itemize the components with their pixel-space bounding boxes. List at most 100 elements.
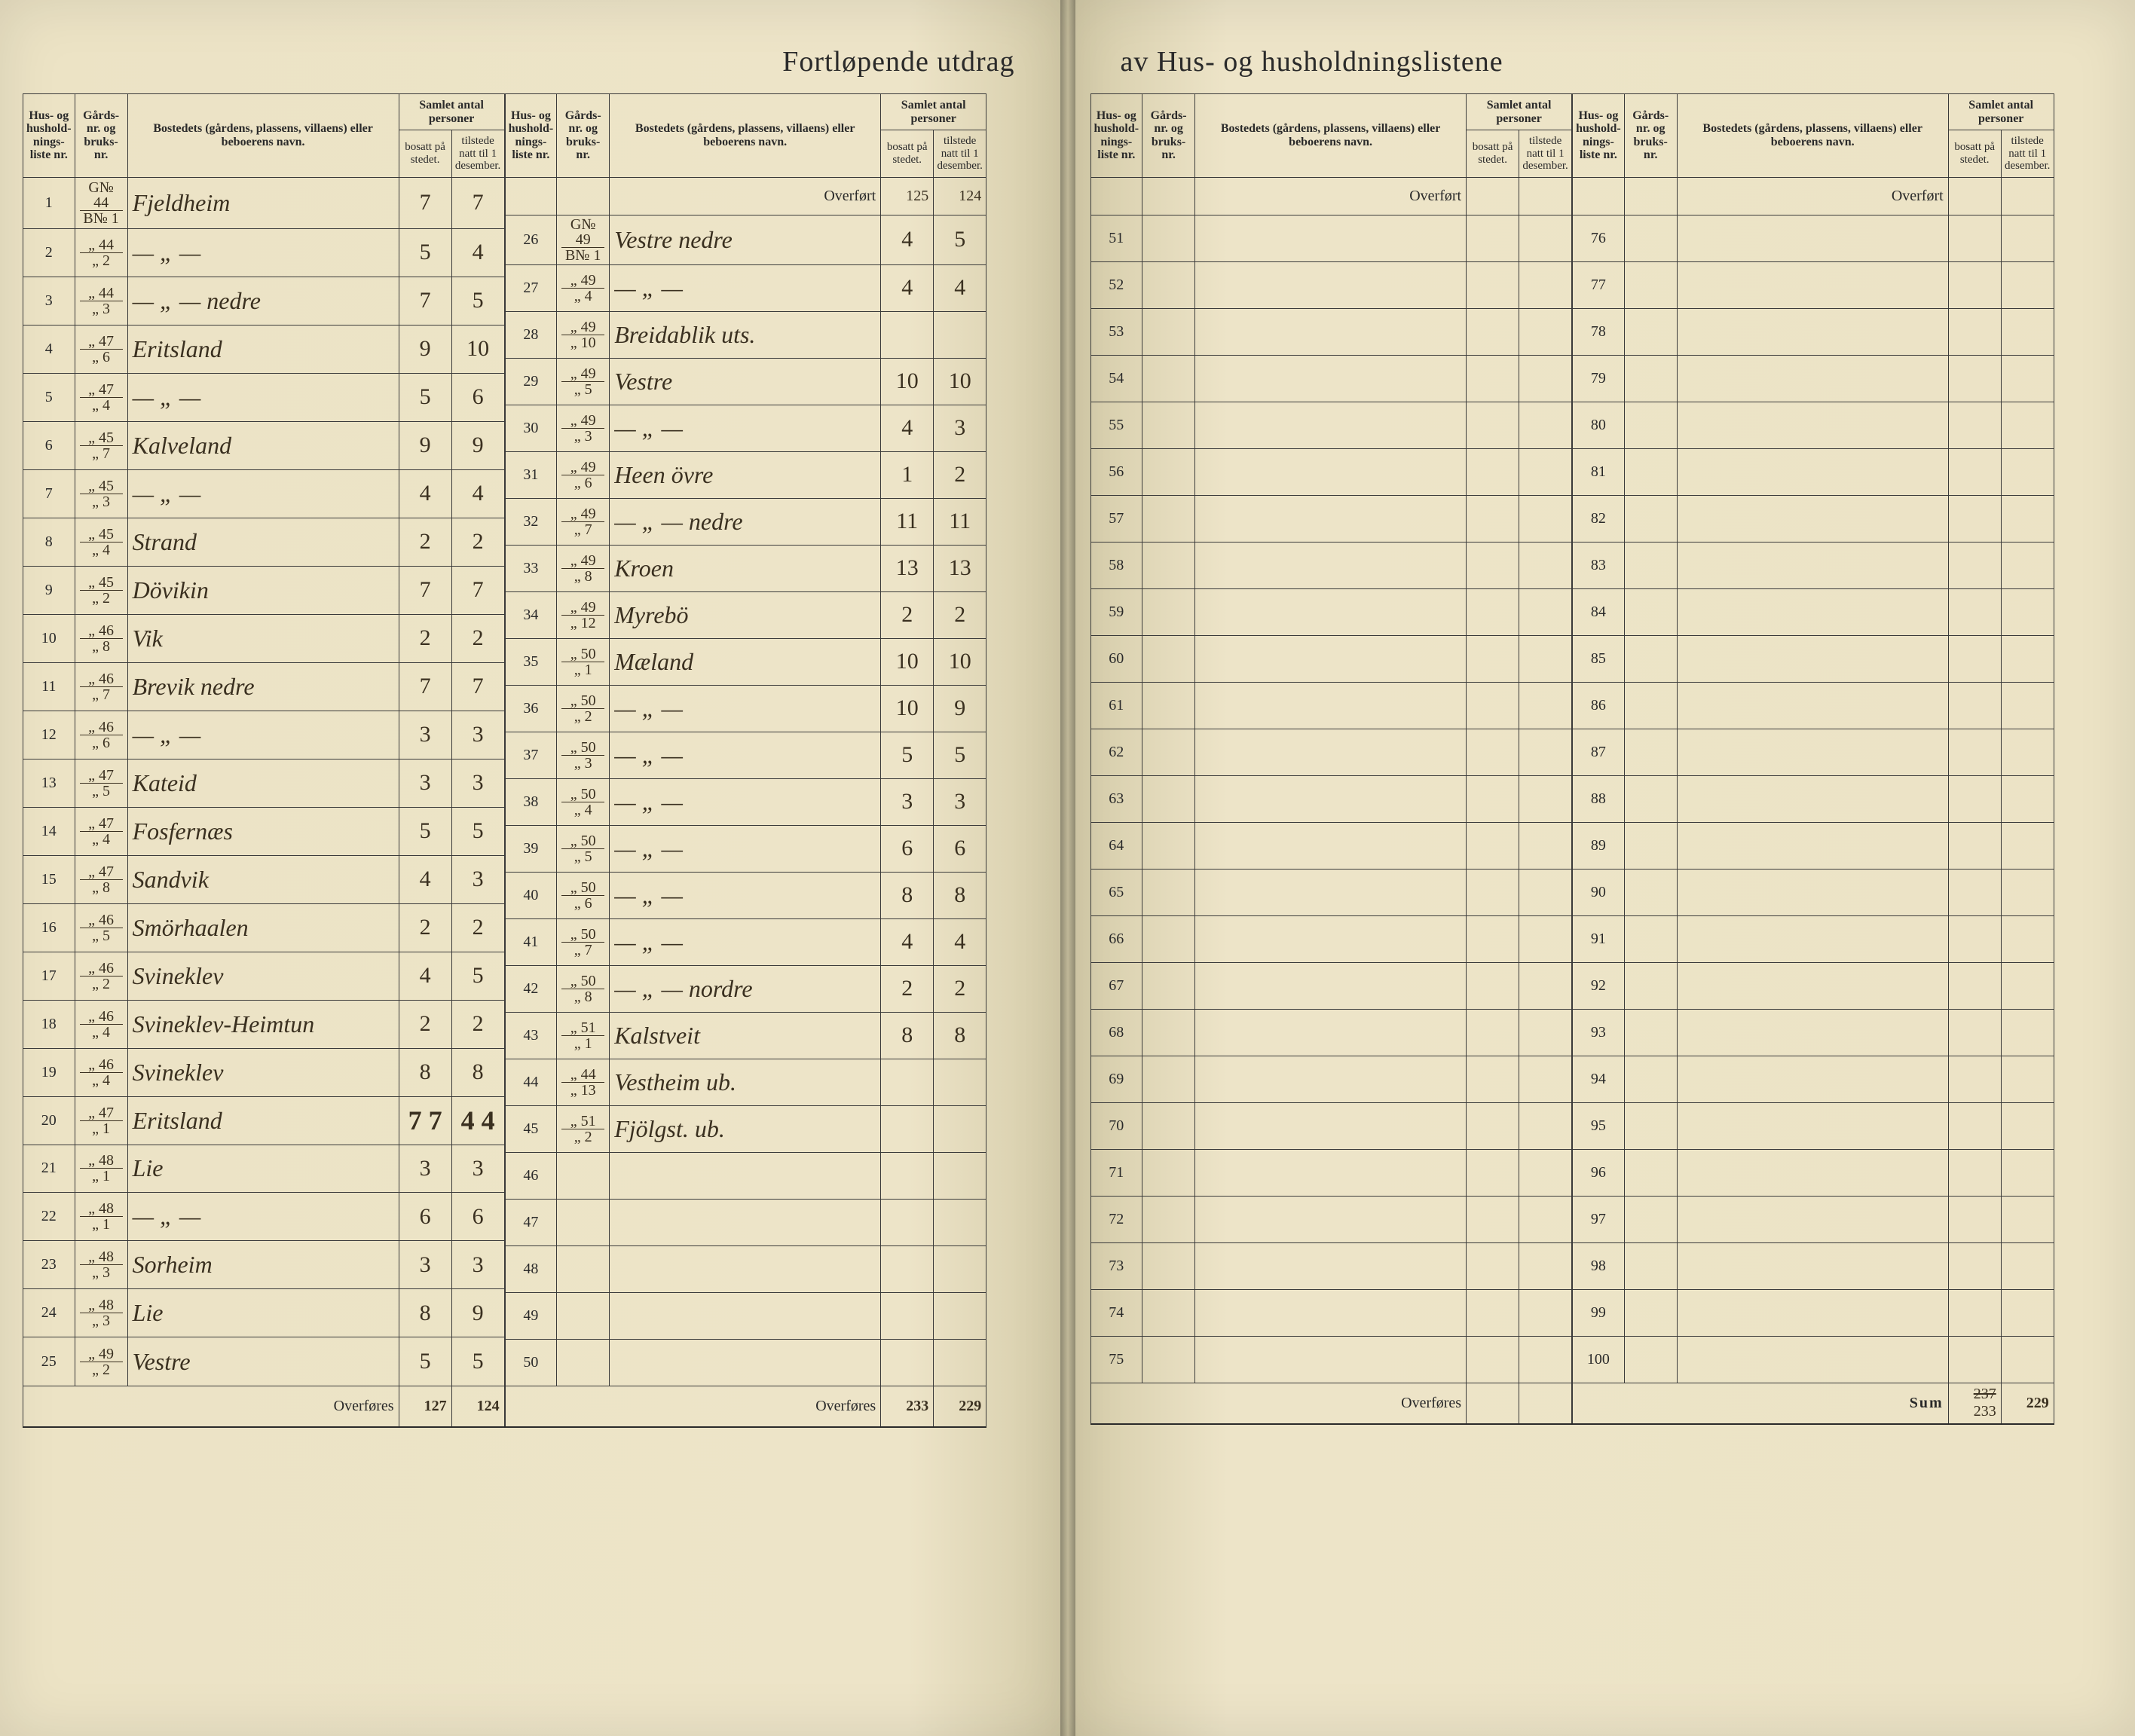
gard-bruk bbox=[1142, 1056, 1195, 1102]
table-row: 99 bbox=[1573, 1289, 2054, 1336]
residence-name: Heen övre bbox=[610, 451, 881, 498]
table-row: 41„ 50„ 7— „ —44 bbox=[505, 918, 986, 965]
residence-name bbox=[1677, 915, 1948, 962]
row-number: 62 bbox=[1090, 729, 1142, 775]
overfores-L1-b: 127 bbox=[399, 1386, 451, 1427]
bosatt bbox=[1948, 822, 2001, 869]
gard-bruk: „ 45„ 2 bbox=[75, 566, 127, 614]
residence-name: Svineklev-Heimtun bbox=[127, 1000, 399, 1048]
hdr-bosatt: bosatt på stedet. bbox=[881, 130, 934, 178]
overfores-label: Overføres bbox=[1090, 1383, 1467, 1424]
residence-name bbox=[610, 1292, 881, 1339]
table-row: 54 bbox=[1090, 355, 1572, 402]
gard-bruk: „ 50„ 8 bbox=[557, 965, 610, 1012]
row-number: 33 bbox=[505, 545, 557, 591]
gard-bruk: G№ 44B№ 1 bbox=[75, 177, 127, 228]
table-row: 6„ 45„ 7Kalveland99 bbox=[23, 421, 505, 469]
table-row: 8„ 45„ 4Strand22 bbox=[23, 518, 505, 566]
residence-name bbox=[1195, 1196, 1467, 1242]
gard-bruk: „ 45„ 7 bbox=[75, 421, 127, 469]
residence-name bbox=[1677, 1196, 1948, 1242]
hdr-gard: Gårds-nr. og bruks-nr. bbox=[1624, 94, 1677, 178]
residence-name: Mæland bbox=[610, 638, 881, 685]
residence-name: Brevik nedre bbox=[127, 662, 399, 711]
table-row: 78 bbox=[1573, 308, 2054, 355]
tilstede bbox=[1519, 962, 1572, 1009]
residence-name bbox=[1195, 1242, 1467, 1289]
residence-name bbox=[1195, 448, 1467, 495]
table-row: 40„ 50„ 6— „ —88 bbox=[505, 872, 986, 918]
residence-name: Myrebö bbox=[610, 591, 881, 638]
ledger-book: Fortløpende utdrag Hus- og hushold-nings… bbox=[0, 0, 2135, 1736]
residence-name bbox=[610, 1152, 881, 1199]
bosatt: 11 bbox=[881, 498, 934, 545]
row-number: 84 bbox=[1573, 588, 1625, 635]
tilstede: 5 bbox=[934, 215, 986, 264]
residence-name: — „ — bbox=[127, 469, 399, 518]
residence-name bbox=[1677, 822, 1948, 869]
table-row: 53 bbox=[1090, 308, 1572, 355]
residence-name: Vestheim ub. bbox=[610, 1059, 881, 1105]
residence-name bbox=[1677, 1102, 1948, 1149]
table-row: 13„ 47„ 5Kateid33 bbox=[23, 759, 505, 807]
bosatt bbox=[881, 1199, 934, 1245]
bosatt bbox=[1948, 635, 2001, 682]
table-row: 24„ 48„ 3Lie89 bbox=[23, 1289, 505, 1337]
gard-bruk bbox=[1624, 1336, 1677, 1383]
residence-name bbox=[1677, 308, 1948, 355]
table-row: 97 bbox=[1573, 1196, 2054, 1242]
row-number: 22 bbox=[23, 1193, 75, 1241]
gard-bruk: „ 46„ 7 bbox=[75, 662, 127, 711]
row-number: 3 bbox=[23, 277, 75, 325]
tilstede: 9 bbox=[451, 1289, 504, 1337]
table-row: 92 bbox=[1573, 962, 2054, 1009]
tilstede: 2 bbox=[934, 591, 986, 638]
gard-bruk: „ 44„ 2 bbox=[75, 228, 127, 277]
row-number: 89 bbox=[1573, 822, 1625, 869]
table-row: 5„ 47„ 4— „ —56 bbox=[23, 373, 505, 421]
overfores-L2-b: 233 bbox=[881, 1386, 934, 1427]
gard-bruk bbox=[557, 1152, 610, 1199]
bosatt bbox=[1467, 215, 1519, 261]
table-row: 66 bbox=[1090, 915, 1572, 962]
bosatt: 3 bbox=[399, 1241, 451, 1289]
bosatt bbox=[1467, 729, 1519, 775]
overfort-label: Overført bbox=[1195, 177, 1467, 215]
row-number: 52 bbox=[1090, 261, 1142, 308]
gard-bruk bbox=[1624, 355, 1677, 402]
residence-name: Svineklev bbox=[127, 952, 399, 1000]
overfores-L2-t: 229 bbox=[934, 1386, 986, 1427]
sum-label: Sum bbox=[1573, 1383, 1949, 1424]
table-row: 46 bbox=[505, 1152, 986, 1199]
row-number: 92 bbox=[1573, 962, 1625, 1009]
hdr-samlet: Samlet antal personer bbox=[1948, 94, 2054, 130]
table-row: 33„ 49„ 8Kroen1313 bbox=[505, 545, 986, 591]
residence-name: — „ — bbox=[610, 405, 881, 451]
residence-name: — „ — bbox=[127, 228, 399, 277]
table-row: 29„ 49„ 5Vestre1010 bbox=[505, 358, 986, 405]
bosatt: 4 bbox=[881, 918, 934, 965]
bosatt bbox=[1948, 542, 2001, 588]
tilstede: 5 bbox=[451, 952, 504, 1000]
residence-name bbox=[1195, 869, 1467, 915]
table-row: 34„ 49„ 12Myrebö22 bbox=[505, 591, 986, 638]
tilstede: 4 bbox=[451, 469, 504, 518]
row-number: 23 bbox=[23, 1241, 75, 1289]
table-row: 18„ 46„ 4Svineklev-Heimtun22 bbox=[23, 1000, 505, 1048]
bosatt bbox=[1467, 402, 1519, 448]
gard-bruk bbox=[1142, 1009, 1195, 1056]
gard-bruk bbox=[1142, 962, 1195, 1009]
row-number: 48 bbox=[505, 1245, 557, 1292]
residence-name: — „ — nordre bbox=[610, 965, 881, 1012]
table-row: 15„ 47„ 8Sandvik43 bbox=[23, 855, 505, 903]
residence-name bbox=[1677, 729, 1948, 775]
tilstede bbox=[1519, 495, 1572, 542]
row-number: 10 bbox=[23, 614, 75, 662]
row-number: 82 bbox=[1573, 495, 1625, 542]
gard-bruk bbox=[1624, 682, 1677, 729]
tilstede: 2 bbox=[451, 903, 504, 952]
tilstede: 3 bbox=[934, 405, 986, 451]
table-row: 16„ 46„ 5Smörhaalen22 bbox=[23, 903, 505, 952]
gard-bruk bbox=[1142, 635, 1195, 682]
residence-name: — „ — bbox=[610, 918, 881, 965]
